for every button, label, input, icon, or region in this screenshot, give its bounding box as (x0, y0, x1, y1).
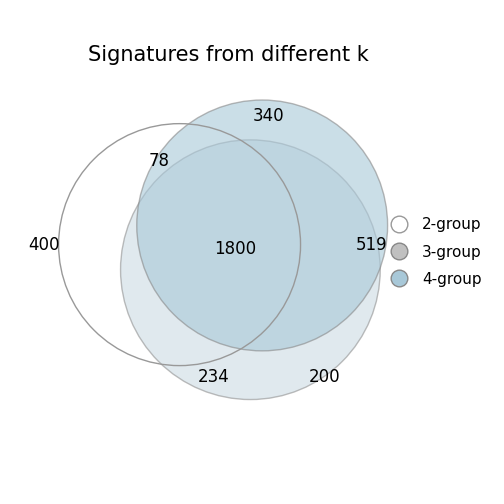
Text: 1800: 1800 (215, 240, 257, 258)
Title: Signatures from different k: Signatures from different k (88, 45, 368, 65)
Text: 340: 340 (253, 107, 284, 125)
Text: 519: 519 (355, 236, 387, 254)
Text: 78: 78 (148, 152, 169, 169)
Legend: 2-group, 3-group, 4-group: 2-group, 3-group, 4-group (377, 211, 488, 293)
Text: 200: 200 (308, 368, 340, 387)
Text: 400: 400 (28, 236, 59, 254)
Circle shape (120, 140, 380, 400)
Circle shape (137, 100, 388, 351)
Text: 234: 234 (198, 368, 229, 387)
